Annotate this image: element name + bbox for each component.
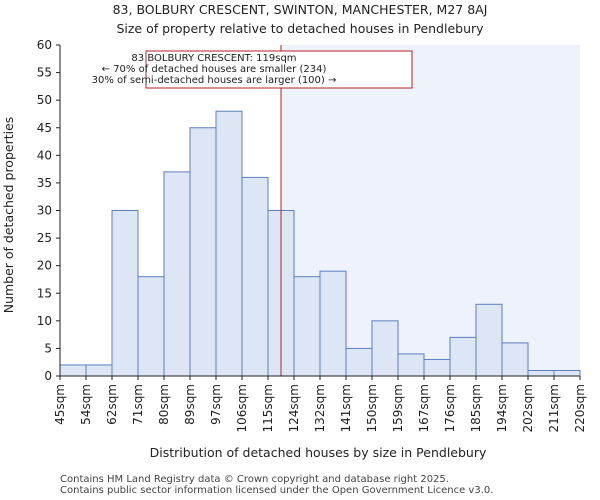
annotation-line3: 30% of semi-detached houses are larger (… xyxy=(92,75,337,86)
annotation-line1: 83 BOLBURY CRESCENT: 119sqm xyxy=(131,53,296,64)
bar-106sqm xyxy=(241,176,269,377)
bar-159sqm xyxy=(397,353,425,377)
x-tick-label: 71sqm xyxy=(131,384,145,425)
bar-89sqm xyxy=(189,127,217,377)
x-tick-label: 45sqm xyxy=(53,384,67,425)
x-tick-label: 54sqm xyxy=(79,384,93,425)
annotation-frame xyxy=(145,50,413,89)
bar-132sqm xyxy=(319,270,347,377)
x-tick-label: 62sqm xyxy=(105,384,119,425)
bar-124sqm xyxy=(293,276,321,377)
bar-176sqm xyxy=(449,336,477,377)
x-tick-label: 97sqm xyxy=(209,384,223,425)
footer-line2: Contains public sector information licen… xyxy=(60,485,494,496)
y-tick-label: 50 xyxy=(37,93,52,107)
y-tick-label: 35 xyxy=(37,176,52,190)
x-tick-label: 194sqm xyxy=(495,384,509,432)
y-tick-label: 0 xyxy=(44,369,52,383)
chart-title-line1: 83, BOLBURY CRESCENT, SWINTON, MANCHESTE… xyxy=(113,2,488,17)
bars-group xyxy=(59,110,581,377)
bar-54sqm xyxy=(85,364,113,377)
bar-202sqm xyxy=(527,369,555,377)
bar-62sqm xyxy=(111,210,139,377)
x-tick-label: 124sqm xyxy=(287,384,301,432)
bar-167sqm xyxy=(423,358,451,377)
bar-194sqm xyxy=(501,342,529,377)
y-tick-label: 5 xyxy=(44,341,52,355)
x-tick-label: 202sqm xyxy=(521,384,535,432)
bar-185sqm xyxy=(475,303,503,377)
x-tick-label: 132sqm xyxy=(313,384,327,432)
x-tick-label: 211sqm xyxy=(547,384,561,432)
y-tick-label: 40 xyxy=(37,148,52,162)
y-tick-label: 45 xyxy=(37,121,52,135)
y-tick-label: 10 xyxy=(37,314,52,328)
bar-80sqm xyxy=(163,171,191,377)
bar-97sqm xyxy=(215,110,243,377)
x-tick-label: 159sqm xyxy=(391,384,405,432)
bar-211sqm xyxy=(553,369,581,377)
x-tick-label: 167sqm xyxy=(417,384,431,432)
x-tick-label: 185sqm xyxy=(469,384,483,432)
x-tick-label: 89sqm xyxy=(183,384,197,425)
y-tick-label: 25 xyxy=(37,231,52,245)
x-tick-label: 141sqm xyxy=(339,384,353,432)
y-tick-label: 30 xyxy=(37,204,52,218)
y-tick-label: 20 xyxy=(37,259,52,273)
bar-71sqm xyxy=(137,276,165,377)
x-tick-label: 176sqm xyxy=(443,384,457,432)
y-axis-label: Number of detached properties xyxy=(1,117,16,314)
y-tick-label: 60 xyxy=(37,38,52,52)
x-tick-label: 106sqm xyxy=(235,384,249,432)
x-tick-label: 80sqm xyxy=(157,384,171,425)
y-tick-label: 15 xyxy=(37,286,52,300)
x-tick-label: 220sqm xyxy=(573,384,587,432)
y-tick-label: 55 xyxy=(37,66,52,80)
y-ticks-group: 0 5 10 15 20 25 30 35 40 45 50 55 60 xyxy=(37,38,60,383)
footer-line1: Contains HM Land Registry data © Crown c… xyxy=(60,474,449,485)
x-ticks-group: 45sqm 54sqm 62sqm 71sqm 80sqm 89sqm 97sqm 106sq… xyxy=(53,376,587,432)
chart-title-line2: Size of property relative to detached ho… xyxy=(116,21,484,36)
annotation-line2: ← 70% of detached houses are smaller (23… xyxy=(102,64,327,75)
x-tick-label: 150sqm xyxy=(365,384,379,432)
annotation-box: 83 BOLBURY CRESCENT: 119sqm ← 70% of det… xyxy=(92,50,413,89)
bar-150sqm xyxy=(371,320,399,377)
x-axis-label: Distribution of detached houses by size … xyxy=(150,445,487,460)
x-tick-label: 115sqm xyxy=(261,384,275,432)
bar-141sqm xyxy=(345,347,373,377)
bar-45sqm xyxy=(59,364,87,377)
